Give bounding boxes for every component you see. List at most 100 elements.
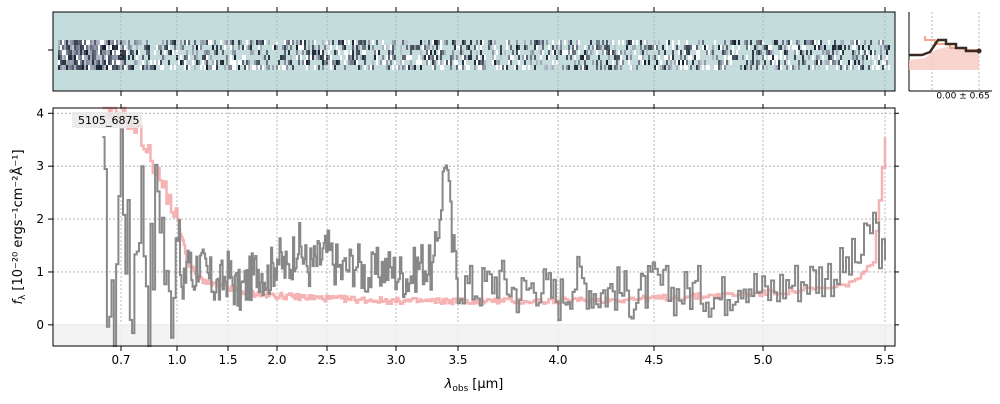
- image-pixel: [612, 50, 614, 55]
- image-pixel: [84, 65, 86, 70]
- image-pixel: [160, 65, 162, 70]
- image-pixel: [576, 40, 578, 45]
- image-pixel: [372, 45, 374, 50]
- image-pixel: [364, 40, 366, 45]
- image-pixel: [280, 55, 282, 60]
- image-pixel: [552, 65, 554, 70]
- image-pixel: [776, 55, 778, 60]
- image-pixel: [60, 60, 62, 65]
- image-pixel: [362, 50, 364, 55]
- image-pixel: [88, 40, 90, 45]
- image-pixel: [832, 60, 834, 65]
- image-pixel: [424, 40, 426, 45]
- image-pixel: [752, 60, 754, 65]
- image-pixel: [598, 45, 600, 50]
- image-pixel: [516, 40, 518, 45]
- image-pixel: [524, 45, 526, 50]
- image-pixel: [494, 40, 496, 45]
- profile-data-line: [909, 38, 979, 57]
- image-pixel: [326, 60, 328, 65]
- image-pixel: [358, 40, 360, 45]
- image-pixel: [192, 60, 194, 65]
- image-pixel: [440, 40, 442, 45]
- image-pixel: [72, 55, 74, 60]
- image-pixel: [78, 65, 80, 70]
- image-pixel: [184, 40, 186, 45]
- image-pixel: [702, 45, 704, 50]
- image-pixel: [80, 40, 82, 45]
- image-pixel: [758, 60, 760, 65]
- image-pixel: [478, 65, 480, 70]
- image-pixel: [788, 45, 790, 50]
- image-pixel: [866, 55, 868, 60]
- image-pixel: [638, 60, 640, 65]
- image-pixel: [798, 60, 800, 65]
- image-pixel: [824, 50, 826, 55]
- image-pixel: [746, 60, 748, 65]
- image-pixel: [780, 50, 782, 55]
- image-pixel: [782, 40, 784, 45]
- image-pixel: [524, 40, 526, 45]
- image-pixel: [606, 50, 608, 55]
- image-pixel: [296, 55, 298, 60]
- image-pixel: [66, 50, 68, 55]
- image-pixel: [100, 50, 102, 55]
- image-pixel: [460, 50, 462, 55]
- image-pixel: [234, 60, 236, 65]
- image-pixel: [778, 60, 780, 65]
- image-pixel: [614, 65, 616, 70]
- image-pixel: [174, 45, 176, 50]
- image-pixel: [316, 50, 318, 55]
- image-pixel: [832, 45, 834, 50]
- image-pixel: [618, 50, 620, 55]
- image-pixel: [66, 55, 68, 60]
- image-pixel: [496, 60, 498, 65]
- image-pixel: [746, 65, 748, 70]
- image-pixel: [530, 40, 532, 45]
- image-pixel: [222, 50, 224, 55]
- image-pixel: [146, 40, 148, 45]
- image-pixel: [458, 65, 460, 70]
- image-pixel: [246, 45, 248, 50]
- image-pixel: [346, 50, 348, 55]
- image-pixel: [618, 40, 620, 45]
- image-pixel: [790, 40, 792, 45]
- image-pixel: [652, 45, 654, 50]
- image-pixel: [718, 60, 720, 65]
- image-pixel: [252, 65, 254, 70]
- image-pixel: [258, 65, 260, 70]
- image-pixel: [490, 45, 492, 50]
- image-pixel: [610, 40, 612, 45]
- image-pixel: [438, 60, 440, 65]
- image-pixel: [444, 60, 446, 65]
- image-pixel: [214, 50, 216, 55]
- image-pixel: [376, 60, 378, 65]
- image-pixel: [134, 60, 136, 65]
- image-pixel: [382, 45, 384, 50]
- image-pixel: [62, 65, 64, 70]
- image-pixel: [762, 65, 764, 70]
- image-pixel: [98, 40, 100, 45]
- image-pixel: [212, 65, 214, 70]
- image-pixel: [882, 40, 884, 45]
- image-pixel: [394, 40, 396, 45]
- image-pixel: [238, 65, 240, 70]
- image-pixel: [814, 45, 816, 50]
- image-pixel: [408, 65, 410, 70]
- image-pixel: [508, 55, 510, 60]
- image-pixel: [822, 55, 824, 60]
- image-pixel: [822, 45, 824, 50]
- image-pixel: [554, 50, 556, 55]
- image-pixel: [468, 65, 470, 70]
- image-pixel: [816, 60, 818, 65]
- image-pixel: [252, 50, 254, 55]
- image-pixel: [450, 65, 452, 70]
- image-pixel: [352, 50, 354, 55]
- image-pixel: [820, 45, 822, 50]
- image-pixel: [142, 65, 144, 70]
- image-pixel: [322, 65, 324, 70]
- image-pixel: [704, 60, 706, 65]
- image-pixel: [878, 65, 880, 70]
- x-tick-label: 5.5: [875, 353, 894, 367]
- image-pixel: [568, 50, 570, 55]
